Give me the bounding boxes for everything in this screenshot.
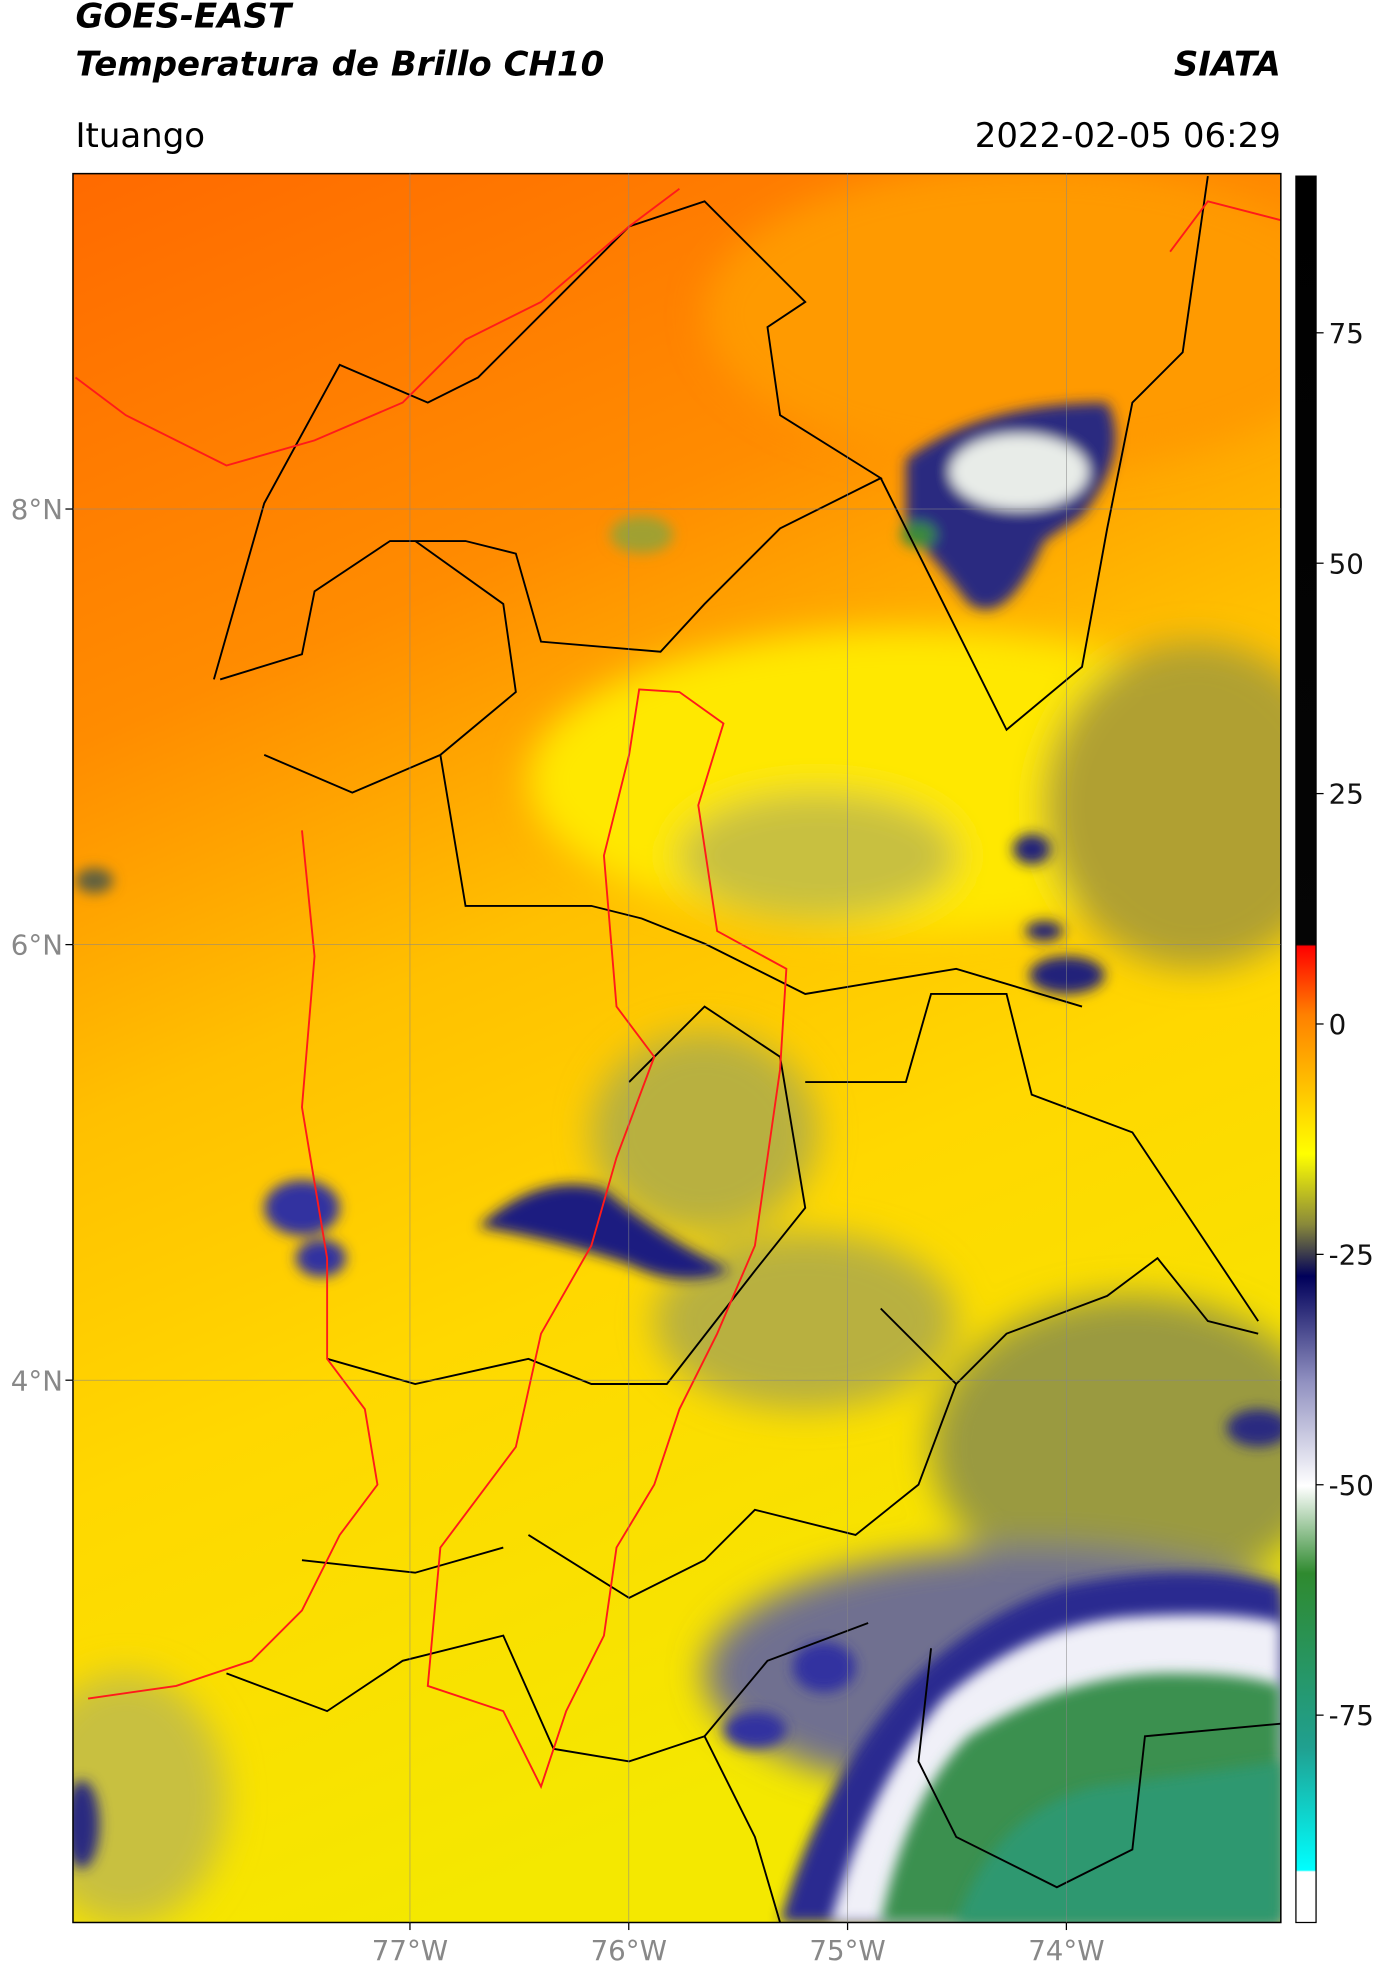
colorbar [1295, 175, 1317, 1924]
colorbar-label: 50 [1329, 547, 1364, 580]
y-tick-label: 6°N [11, 929, 63, 962]
location: Ituango [75, 116, 205, 156]
colorbar-label: 25 [1329, 778, 1364, 811]
colorbar-label: 0 [1329, 1008, 1347, 1041]
map-frame [72, 172, 1282, 1924]
organization: SIATA [1174, 44, 1281, 84]
datetime: 2022-02-05 06:29 [975, 116, 1281, 156]
satellite-image [72, 173, 1281, 1923]
x-tick-label: 76°W [591, 1934, 667, 1967]
y-tick-label: 4°N [11, 1364, 63, 1397]
colorbar-ticks: 75 50 25 0 -25 -50 -75 [1316, 317, 1374, 1732]
title: GOES-EAST [75, 0, 293, 37]
colorbar-label: 75 [1329, 317, 1364, 350]
y-tick-label: 8°N [11, 493, 63, 526]
colorbar-label: -50 [1329, 1469, 1374, 1502]
colorbar-label: -25 [1329, 1238, 1374, 1271]
x-tick-label: 74°W [1028, 1934, 1104, 1967]
x-tick-label: 75°W [809, 1934, 885, 1967]
graticule: 77°W 76°W 75°W 74°W 8°N 6°N 4°N [11, 173, 1281, 1967]
colorbar-label: -75 [1329, 1699, 1374, 1732]
x-tick-label: 77°W [372, 1934, 448, 1967]
subtitle: Temperatura de Brillo CH10 [75, 44, 604, 84]
